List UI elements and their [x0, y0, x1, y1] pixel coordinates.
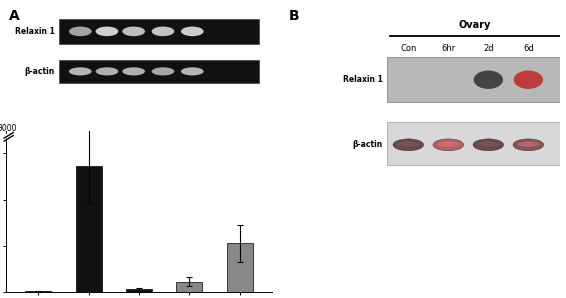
Ellipse shape [433, 139, 464, 151]
Ellipse shape [96, 67, 118, 75]
Ellipse shape [122, 67, 145, 75]
Ellipse shape [477, 142, 500, 147]
Text: β-actin: β-actin [353, 140, 383, 149]
Text: B: B [289, 9, 299, 23]
Ellipse shape [437, 142, 460, 147]
Bar [59, 60, 259, 83]
Bar [76, 166, 102, 292]
Bar [126, 289, 152, 292]
Bar [176, 282, 203, 292]
Bar [59, 18, 259, 44]
Text: 6hr: 6hr [441, 44, 456, 53]
Ellipse shape [474, 71, 503, 89]
Text: Relaxin 1: Relaxin 1 [343, 75, 383, 84]
Ellipse shape [96, 27, 118, 36]
Text: Con: Con [400, 44, 417, 53]
Ellipse shape [393, 139, 424, 151]
Bar [25, 291, 52, 292]
Ellipse shape [69, 67, 92, 75]
Text: A: A [8, 9, 19, 23]
Ellipse shape [513, 139, 544, 151]
Text: β-actin: β-actin [25, 67, 55, 76]
Bar [226, 243, 252, 292]
Ellipse shape [514, 71, 543, 89]
Ellipse shape [181, 27, 204, 36]
Ellipse shape [152, 67, 174, 75]
Bar [387, 122, 566, 164]
Ellipse shape [69, 27, 92, 36]
Ellipse shape [397, 142, 419, 147]
Ellipse shape [181, 67, 204, 75]
Ellipse shape [473, 139, 504, 151]
Bar [387, 57, 566, 102]
Ellipse shape [152, 27, 174, 36]
Text: 2d: 2d [483, 44, 494, 53]
Text: Relaxin 1: Relaxin 1 [15, 27, 55, 36]
Ellipse shape [122, 27, 145, 36]
Text: 3000: 3000 [0, 124, 17, 133]
Ellipse shape [517, 142, 539, 147]
Text: 6d: 6d [523, 44, 534, 53]
Text: Ovary: Ovary [459, 20, 491, 30]
